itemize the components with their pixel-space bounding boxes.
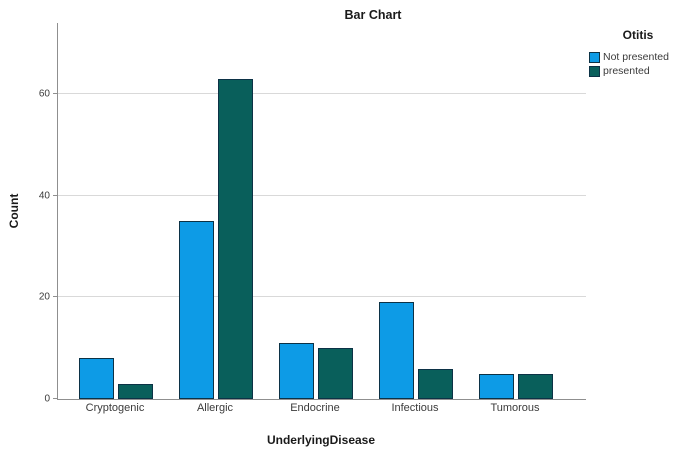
legend-swatch-icon xyxy=(589,65,600,77)
bar-tumorous-presented xyxy=(518,373,553,399)
plot-area: 0 20 40 60 xyxy=(39,23,586,405)
gridline-40 xyxy=(58,194,586,196)
chart-title: Bar Chart xyxy=(344,8,402,22)
bar-infectious-not-presented xyxy=(379,302,414,399)
bar-cryptogenic-not-presented xyxy=(79,358,114,399)
bar-allergic-not-presented xyxy=(179,221,214,399)
x-category-label-cryptogenic: Cryptogenic xyxy=(85,402,145,414)
bar-tumorous-not-presented xyxy=(479,373,514,399)
legend: Otitis Not presented presented xyxy=(589,28,687,79)
legend-title: Otitis xyxy=(622,28,654,42)
bar-group-infectious xyxy=(366,23,466,399)
x-axis-title: UnderlyingDisease xyxy=(266,433,376,447)
bar-group-allergic xyxy=(166,23,266,399)
legend-label: Not presented xyxy=(603,51,669,63)
legend-entry-presented: presented xyxy=(589,65,687,77)
x-category-label-allergic: Allergic xyxy=(196,402,234,414)
bar-endocrine-presented xyxy=(318,348,353,399)
gridline-20 xyxy=(58,296,586,298)
bar-cryptogenic-presented xyxy=(118,383,153,399)
y-axis-title: Count xyxy=(7,193,21,229)
bar-allergic-presented xyxy=(218,78,253,399)
x-axis-category-labels: Cryptogenic Allergic Endocrine Infectious Tu… xyxy=(57,402,585,414)
legend-swatch-icon xyxy=(589,51,600,63)
bar-infectious-presented xyxy=(418,368,453,399)
x-category-label-infectious: Infectious xyxy=(391,402,439,414)
y-tick-label-20: 20 xyxy=(38,291,50,303)
y-tick-label-0: 0 xyxy=(44,393,50,405)
y-tick-label-60: 60 xyxy=(38,88,50,100)
bar-group-tumorous xyxy=(466,23,566,399)
y-tick-mark-20 xyxy=(53,296,58,298)
y-tick-mark-0 xyxy=(53,398,58,399)
y-tick-label-40: 40 xyxy=(38,190,50,202)
legend-label: presented xyxy=(603,65,650,77)
bar-group-cryptogenic xyxy=(66,23,166,399)
y-tick-mark-60 xyxy=(53,93,58,95)
x-category-label-endocrine: Endocrine xyxy=(290,402,340,414)
bar-endocrine-not-presented xyxy=(279,343,314,399)
legend-entry-not-presented: Not presented xyxy=(589,51,687,63)
y-tick-mark-40 xyxy=(53,194,58,196)
bars-layer xyxy=(58,23,586,399)
bar-group-endocrine xyxy=(266,23,366,399)
gridline-60 xyxy=(58,93,586,95)
legend-entries: Not presented presented xyxy=(589,51,687,77)
x-category-label-tumorous: Tumorous xyxy=(490,402,540,414)
